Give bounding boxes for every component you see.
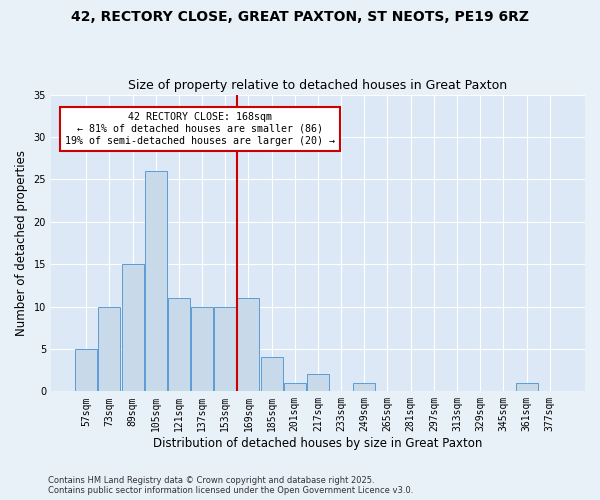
Text: Contains HM Land Registry data © Crown copyright and database right 2025.
Contai: Contains HM Land Registry data © Crown c…: [48, 476, 413, 495]
Bar: [515, 383, 538, 392]
Text: 42 RECTORY CLOSE: 168sqm
← 81% of detached houses are smaller (86)
19% of semi-d: 42 RECTORY CLOSE: 168sqm ← 81% of detach…: [65, 112, 335, 146]
Title: Size of property relative to detached houses in Great Paxton: Size of property relative to detached ho…: [128, 79, 508, 92]
Text: 42, RECTORY CLOSE, GREAT PAXTON, ST NEOTS, PE19 6RZ: 42, RECTORY CLOSE, GREAT PAXTON, ST NEOT…: [71, 10, 529, 24]
Bar: [284, 383, 306, 392]
Bar: [145, 171, 167, 392]
Bar: [168, 298, 190, 392]
Bar: [353, 383, 376, 392]
Y-axis label: Number of detached properties: Number of detached properties: [15, 150, 28, 336]
Bar: [98, 306, 121, 392]
Bar: [191, 306, 213, 392]
Bar: [307, 374, 329, 392]
Bar: [214, 306, 236, 392]
Bar: [238, 298, 259, 392]
Bar: [75, 349, 97, 392]
X-axis label: Distribution of detached houses by size in Great Paxton: Distribution of detached houses by size …: [153, 437, 482, 450]
Bar: [260, 358, 283, 392]
Bar: [122, 264, 143, 392]
